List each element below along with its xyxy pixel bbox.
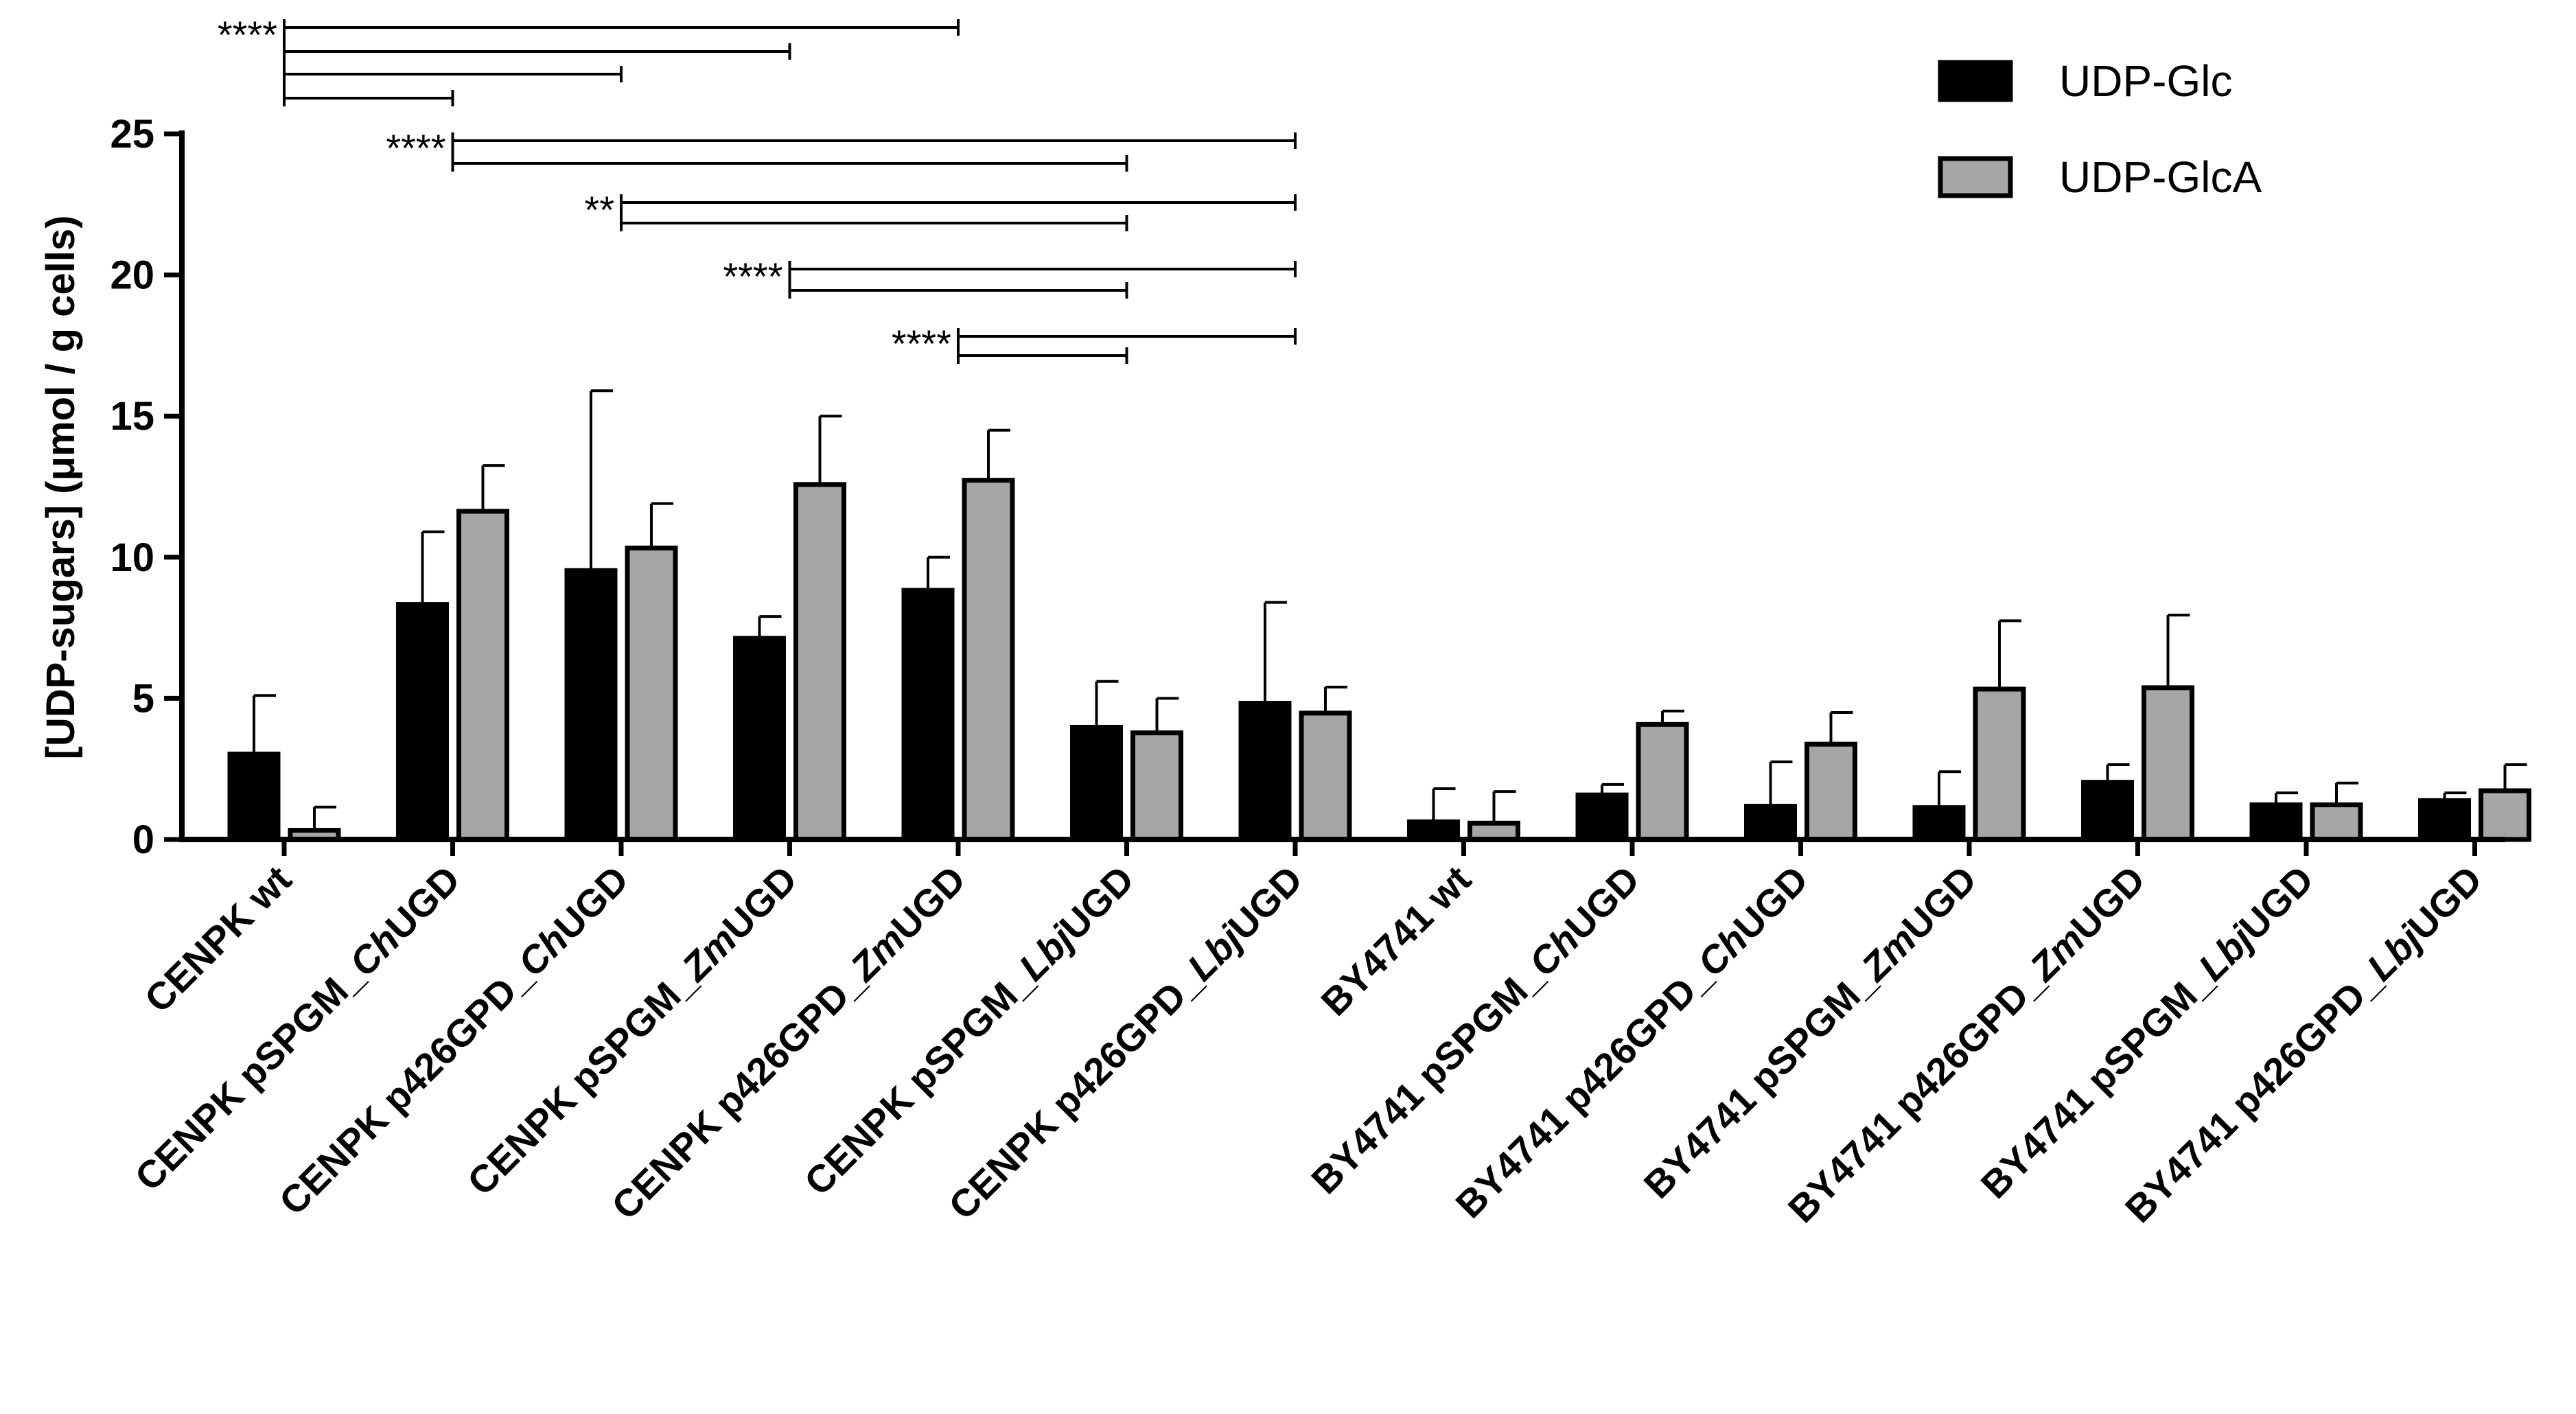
legend: UDP-Glc UDP-GlcA bbox=[1938, 56, 2262, 202]
x-tick-label-3: CENPK pSPGM_ZmUGD bbox=[459, 857, 805, 1203]
bar-udp-glca-11 bbox=[2142, 685, 2194, 842]
x-tick-label-4: CENPK p426GPD_ZmUGD bbox=[603, 857, 974, 1228]
bar-udp-glca-2 bbox=[625, 545, 678, 842]
y-tick-label-0: 0 bbox=[132, 818, 154, 862]
bar-udp-glc-5 bbox=[1070, 724, 1123, 842]
bar-udp-glca-1 bbox=[456, 509, 509, 842]
x-tick-label-7: BY4741 wt bbox=[1312, 857, 1479, 1024]
bar-udp-glca-5 bbox=[1130, 730, 1183, 842]
bar-udp-glca-8 bbox=[1636, 721, 1689, 842]
x-tick-label-6: CENPK p426GPD_LbjUGD bbox=[940, 857, 1311, 1228]
x-tick-label-1: CENPK pSPGM_ChUGD bbox=[126, 857, 468, 1199]
legend-swatch-udp-glc bbox=[1938, 60, 2013, 102]
x-tick-label-12: BY4741 pSPGM_LbjUGD bbox=[1973, 857, 2322, 1207]
x-tick-label-9: BY4741 p426GPD_ChUGD bbox=[1447, 857, 1816, 1227]
bar-udp-glc-3 bbox=[733, 636, 786, 842]
y-tick-label-20: 20 bbox=[110, 253, 154, 298]
bar-udp-glc-1 bbox=[396, 602, 449, 842]
bar-udp-glc-13 bbox=[2418, 798, 2471, 842]
x-tick-label-part: CENPK wt bbox=[136, 857, 299, 1021]
x-tick-label-part: BY4741 wt bbox=[1312, 857, 1479, 1024]
bar-udp-glc-0 bbox=[227, 752, 281, 842]
bar-udp-glca-9 bbox=[1805, 741, 1857, 842]
bar-udp-glc-11 bbox=[2081, 780, 2134, 842]
sig-label-4: **** bbox=[892, 322, 951, 365]
bar-udp-glc-8 bbox=[1575, 792, 1629, 842]
y-tick-label-5: 5 bbox=[132, 676, 154, 721]
y-tick-label-25: 25 bbox=[110, 112, 154, 157]
x-tick-label-13: BY4741 p426GPD_LbjUGD bbox=[2117, 857, 2490, 1231]
bar-udp-glca-10 bbox=[1973, 686, 2026, 842]
bar-udp-glc-4 bbox=[901, 588, 955, 842]
x-tick-label-11: BY4741 p426GPD_ZmUGD bbox=[1780, 857, 2153, 1231]
bar-udp-glc-9 bbox=[1744, 804, 1797, 842]
bar-udp-glc-2 bbox=[564, 568, 618, 842]
y-axis-label: [UDP-sugars] (μmol / g cells) bbox=[38, 216, 83, 760]
significance-layer: ****************** bbox=[218, 13, 1297, 365]
sig-label-1: **** bbox=[386, 126, 445, 170]
bar-udp-glc-10 bbox=[1912, 805, 1966, 842]
bar-udp-glca-12 bbox=[2310, 802, 2363, 842]
x-tick-label-10: BY4741 pSPGM_ZmUGD bbox=[1636, 857, 1985, 1207]
x-tick-label-0: CENPK wt bbox=[136, 857, 299, 1021]
x-tick-label-5: CENPK pSPGM_LbjUGD bbox=[796, 857, 1142, 1203]
sig-label-0: **** bbox=[218, 13, 277, 56]
bar-udp-glca-4 bbox=[962, 478, 1015, 842]
bar-udp-glca-3 bbox=[793, 482, 846, 842]
bar-udp-glc-12 bbox=[2249, 802, 2303, 842]
bar-udp-glca-6 bbox=[1299, 710, 1352, 842]
bar-udp-glc-6 bbox=[1238, 701, 1292, 842]
error-bars-layer bbox=[253, 389, 2527, 828]
legend-label-udp-glca: UDP-GlcA bbox=[2059, 152, 2262, 202]
y-tick-label-10: 10 bbox=[110, 535, 154, 580]
sig-label-2: ** bbox=[584, 188, 614, 231]
bar-udp-glca-13 bbox=[2479, 788, 2531, 842]
x-tick-label-2: CENPK p426GPD_ChUGD bbox=[270, 857, 636, 1223]
sig-label-3: **** bbox=[723, 255, 782, 298]
bars-layer bbox=[227, 478, 2531, 842]
x-tick-label-8: BY4741 pSPGM_ChUGD bbox=[1303, 857, 1647, 1202]
y-tick-label-15: 15 bbox=[110, 394, 154, 439]
legend-swatch-udp-glca bbox=[1938, 156, 2013, 198]
legend-label-udp-glc: UDP-Glc bbox=[2059, 56, 2232, 106]
